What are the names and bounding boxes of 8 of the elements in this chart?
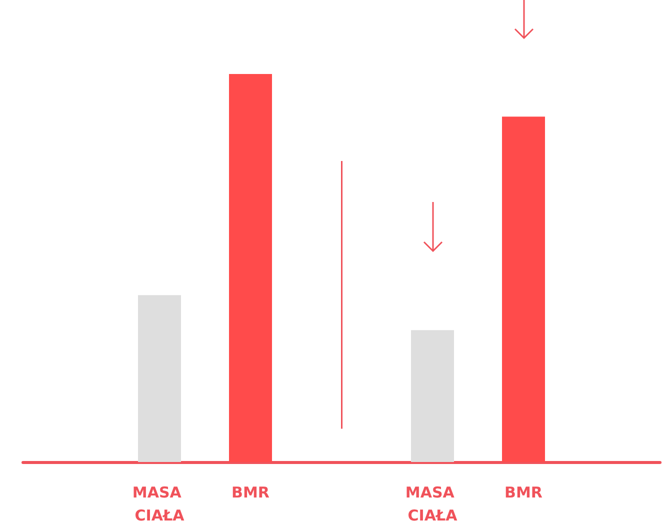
bar [502, 116, 545, 462]
x-tick-label: MASA CIAŁA [405, 484, 460, 524]
x-tick-label: BMR [504, 484, 543, 502]
x-tick-label: MASA CIAŁA [132, 484, 187, 524]
bar [411, 330, 454, 462]
bar [229, 74, 272, 462]
bar [138, 295, 181, 462]
x-tick-label: BMR [232, 484, 270, 502]
